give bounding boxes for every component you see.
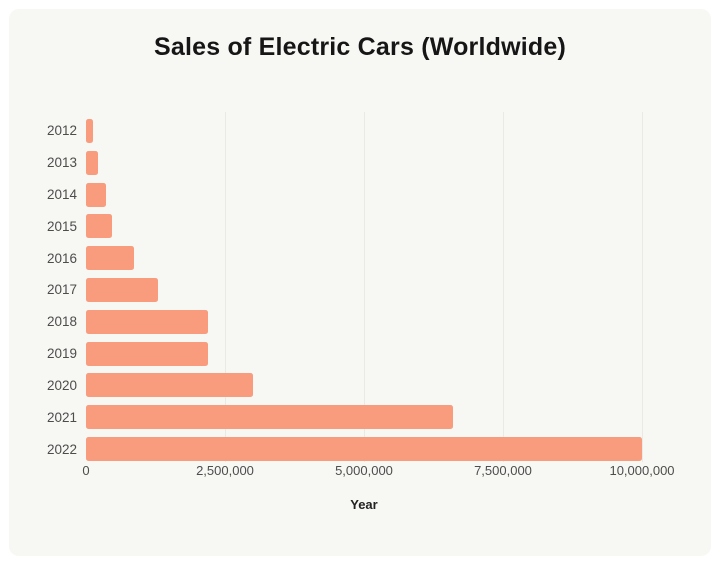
bar-row-2012: 2012 bbox=[8, 115, 642, 147]
bar-2022 bbox=[86, 437, 642, 462]
y-tick-label-2014: 2014 bbox=[46, 187, 77, 203]
gridline-2500000 bbox=[225, 112, 226, 462]
bar-row-2020: 2020 bbox=[8, 370, 642, 402]
x-tick-label-7500000: 7,500,000 bbox=[474, 463, 532, 478]
bar-track-2018 bbox=[86, 309, 642, 334]
bar-track-2016 bbox=[86, 246, 642, 271]
bar-track-2014 bbox=[86, 182, 642, 207]
bar-row-2014: 2014 bbox=[8, 179, 642, 211]
x-tick-label-2500000: 2,500,000 bbox=[196, 463, 254, 478]
bar-track-2017 bbox=[86, 277, 642, 302]
bar-2021 bbox=[86, 405, 453, 430]
y-tick-label-2022: 2022 bbox=[46, 441, 77, 457]
bar-2018 bbox=[86, 309, 209, 334]
bar-track-2013 bbox=[86, 150, 642, 175]
x-tick-label-10000000: 10,000,000 bbox=[609, 463, 675, 478]
y-tick-label-2016: 2016 bbox=[46, 250, 77, 266]
bar-row-2019: 2019 bbox=[8, 338, 642, 370]
y-tick-label-2021: 2021 bbox=[46, 409, 77, 425]
y-tick-label-2018: 2018 bbox=[46, 314, 77, 330]
bar-row-2015: 2015 bbox=[8, 210, 642, 242]
y-tick-label-2013: 2013 bbox=[46, 155, 77, 171]
bar-track-2015 bbox=[86, 214, 642, 239]
bar-row-2017: 2017 bbox=[8, 274, 642, 306]
bar-row-2022: 2022 bbox=[8, 433, 642, 465]
bar-chart-rows: 2012 2013 2014 2015 2016 2017 2018 2019 2020 2021… bbox=[8, 115, 642, 465]
bar-2014 bbox=[86, 182, 107, 207]
y-tick-label-2019: 2019 bbox=[46, 346, 77, 362]
gridline-7500000 bbox=[503, 112, 504, 462]
x-axis-title: Year bbox=[350, 497, 378, 512]
chart-title: Sales of Electric Cars (Worldwide) bbox=[153, 33, 566, 61]
bar-2016 bbox=[86, 246, 135, 271]
bar-track-2021 bbox=[86, 405, 642, 430]
y-tick-label-2012: 2012 bbox=[46, 123, 77, 139]
bar-track-2012 bbox=[86, 118, 642, 143]
y-tick-label-2020: 2020 bbox=[46, 377, 77, 393]
bar-2017 bbox=[86, 277, 159, 302]
gridline-5000000 bbox=[364, 112, 365, 462]
bar-track-2020 bbox=[86, 373, 642, 398]
bar-row-2013: 2013 bbox=[8, 147, 642, 179]
gridline-layer bbox=[86, 112, 643, 462]
bar-2013 bbox=[86, 150, 99, 175]
bar-2012 bbox=[86, 118, 93, 143]
bar-row-2018: 2018 bbox=[8, 306, 642, 338]
bar-track-2022 bbox=[86, 437, 642, 462]
bar-row-2016: 2016 bbox=[8, 242, 642, 274]
x-axis-tick-labels: 0 2,500,000 5,000,000 7,500,000 10,000,000 bbox=[82, 463, 674, 479]
bar-row-2021: 2021 bbox=[8, 401, 642, 433]
gridline-10000000 bbox=[642, 112, 643, 462]
bar-track-2019 bbox=[86, 341, 642, 366]
y-tick-label-2017: 2017 bbox=[46, 282, 77, 298]
bar-2019 bbox=[86, 341, 209, 366]
y-tick-label-2015: 2015 bbox=[46, 218, 77, 234]
x-tick-label-5000000: 5,000,000 bbox=[335, 463, 393, 478]
x-tick-label-0: 0 bbox=[82, 463, 90, 478]
bar-2020 bbox=[86, 373, 253, 398]
bar-2015 bbox=[86, 214, 113, 239]
